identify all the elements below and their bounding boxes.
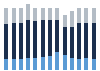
Bar bbox=[55, 20, 59, 52]
Bar bbox=[62, 55, 66, 70]
Bar bbox=[84, 8, 88, 23]
Bar bbox=[19, 59, 23, 70]
Bar bbox=[34, 21, 38, 58]
Bar bbox=[12, 23, 16, 59]
Bar bbox=[70, 11, 74, 27]
Bar bbox=[62, 15, 66, 27]
Bar bbox=[70, 27, 74, 58]
Bar bbox=[48, 56, 52, 70]
Bar bbox=[12, 8, 16, 23]
Bar bbox=[84, 23, 88, 58]
Bar bbox=[4, 24, 8, 59]
Bar bbox=[19, 8, 23, 23]
Bar bbox=[4, 59, 8, 70]
Bar bbox=[77, 59, 81, 70]
Bar bbox=[77, 23, 81, 59]
Bar bbox=[26, 4, 30, 20]
Bar bbox=[41, 20, 45, 57]
Bar bbox=[84, 58, 88, 70]
Bar bbox=[41, 8, 45, 20]
Bar bbox=[26, 20, 30, 58]
Bar bbox=[77, 8, 81, 23]
Bar bbox=[62, 27, 66, 55]
Bar bbox=[92, 8, 96, 23]
Bar bbox=[34, 58, 38, 70]
Bar bbox=[92, 23, 96, 59]
Bar bbox=[19, 23, 23, 59]
Bar bbox=[26, 58, 30, 70]
Bar bbox=[34, 8, 38, 21]
Bar bbox=[92, 59, 96, 70]
Bar bbox=[55, 52, 59, 70]
Bar bbox=[55, 8, 59, 20]
Bar bbox=[70, 58, 74, 70]
Bar bbox=[48, 20, 52, 56]
Bar bbox=[48, 8, 52, 20]
Bar bbox=[41, 57, 45, 70]
Bar bbox=[4, 8, 8, 24]
Bar bbox=[12, 59, 16, 70]
